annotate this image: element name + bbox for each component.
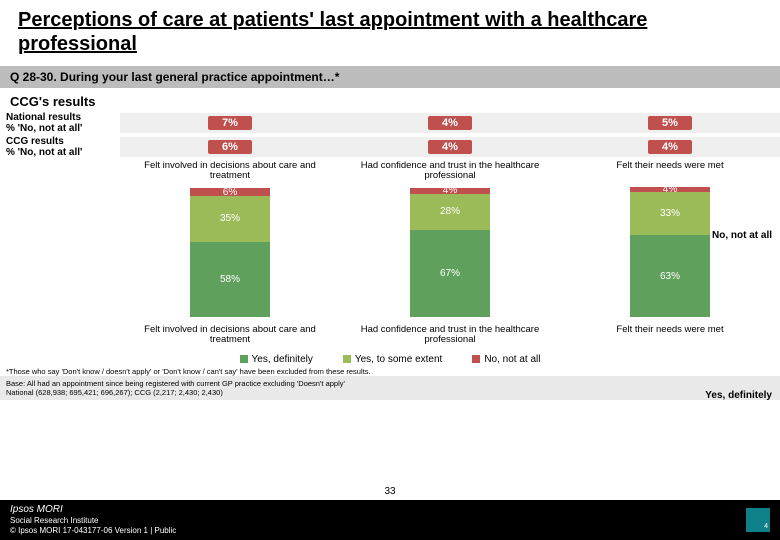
x-label: Felt their needs were met [560,325,780,346]
footer-copy: © Ipsos MORI 17-043177-06 Version 1 | Pu… [10,526,176,536]
bar-segment: 63% [630,235,710,317]
bar-segment: 67% [410,230,490,317]
footnote-exclusion: *Those who say 'Don't know / doesn't app… [0,367,780,376]
result-pill: 5% [648,116,692,130]
page-title: Perceptions of care at patients' last ap… [0,0,780,60]
result-pill: 4% [648,140,692,154]
chart-title: Felt their needs were met [608,161,731,187]
legend-item: Yes, to some extent [343,354,442,365]
footer-org: Ipsos MORI [10,504,63,516]
chart-column: Felt involved in decisions about care an… [120,161,340,317]
bar-segment: 35% [190,196,270,242]
bar-segment: 33% [630,192,710,235]
footer-sub: Social Research Institute [10,516,176,526]
logo-icon: 4 [746,508,770,532]
stacked-bar: 58%35%6% [190,187,270,317]
x-label: Had confidence and trust in the healthca… [340,325,560,346]
legend-swatch [472,355,480,363]
result-row: CCG results% 'No, not at all' 6% 4% 4% [0,135,780,159]
result-pill: 4% [428,116,472,130]
result-label: CCG results% 'No, not at all' [0,136,120,158]
question-bar: Q 28-30. During your last general practi… [0,66,780,88]
footnote-base: Base: All had an appointment since being… [0,376,780,400]
bar-segment: 58% [190,242,270,317]
result-label: National results% 'No, not at all' [0,112,120,134]
stacked-bar: 67%28%4% [410,187,490,317]
legend-swatch [343,355,351,363]
legend: Yes, definitely Yes, to some extent No, no… [0,346,780,367]
legend-swatch [240,355,248,363]
x-label: Felt involved in decisions about care an… [120,325,340,346]
x-axis-labels: Felt involved in decisions about care an… [0,317,780,346]
chart-area: Felt involved in decisions about care an… [0,159,780,317]
page-number: 33 [378,486,401,497]
footer: Ipsos MORI Social Research Institute © I… [0,500,780,540]
chart-title: Had confidence and trust in the healthca… [340,161,560,187]
legend-item: Yes, definitely [240,354,313,365]
result-pill: 4% [428,140,472,154]
stacked-bar: 63%33%4% [630,187,710,317]
chart-column: Had confidence and trust in the healthca… [340,161,560,317]
bar-segment: 28% [410,194,490,230]
result-row: National results% 'No, not at all' 7% 4% 5… [0,111,780,135]
axis-label-bottom: Yes, definitely [705,390,772,401]
bar-segment: 6% [190,188,270,196]
axis-label-top: No, not at all [712,230,772,241]
chart-title: Felt involved in decisions about care an… [120,161,340,187]
legend-item: No, not at all [472,354,540,365]
result-pill: 6% [208,140,252,154]
result-pill: 7% [208,116,252,130]
ccg-heading: CCG's results [0,88,780,111]
